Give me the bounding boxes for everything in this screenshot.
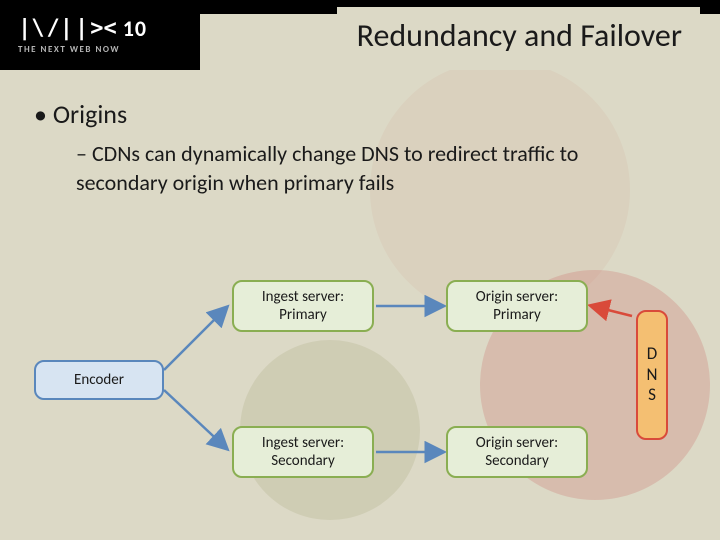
node-label-line2: Primary	[493, 306, 541, 324]
node-ingest-primary: Ingest server: Primary	[232, 280, 374, 332]
bullet-sub: CDNs can dynamically change DNS to redir…	[76, 140, 636, 197]
node-label-line2: Primary	[279, 306, 327, 324]
node-label: Encoder	[74, 371, 124, 389]
page-title: Redundancy and Failover	[337, 7, 700, 63]
failover-diagram: Encoder Ingest server: Primary Ingest se…	[0, 250, 720, 540]
node-label-line1: Ingest server:	[262, 434, 344, 452]
node-dns: D N S	[636, 310, 668, 440]
header-bar: |\ /| | >< 10 THE NEXT WEB NOW Redundanc…	[0, 0, 720, 70]
node-label-line1: Origin server:	[476, 288, 558, 306]
node-label-line1: Origin server:	[476, 434, 558, 452]
node-label-line2: Secondary	[485, 452, 549, 470]
node-label-line2: Secondary	[271, 452, 335, 470]
node-origin-primary: Origin server: Primary	[446, 280, 588, 332]
dns-letter: D	[647, 344, 657, 364]
dns-letter: S	[648, 385, 656, 405]
node-ingest-secondary: Ingest server: Secondary	[232, 426, 374, 478]
bullet-main: Origins	[34, 98, 686, 130]
dns-letter: N	[647, 365, 658, 385]
node-origin-secondary: Origin server: Secondary	[446, 426, 588, 478]
node-encoder: Encoder	[34, 360, 164, 400]
node-label-line1: Ingest server:	[262, 288, 344, 306]
